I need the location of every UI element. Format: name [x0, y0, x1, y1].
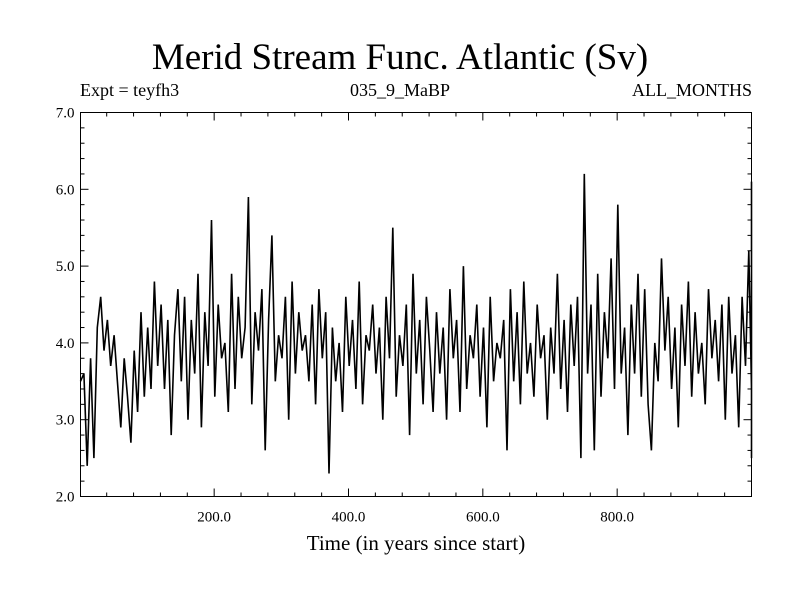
- y-tick-label: 4.0: [56, 336, 75, 352]
- period-label: 035_9_MaBP: [349, 80, 450, 100]
- series-layer: [79, 173, 753, 474]
- chart-title: Merid Stream Func. Atlantic (Sv): [151, 37, 649, 78]
- x-tick-label: 600.0: [466, 510, 500, 526]
- y-tick-label: 7.0: [56, 106, 75, 122]
- y-tick-label: 6.0: [56, 182, 75, 198]
- experiment-label: Expt = teyfh3: [80, 80, 180, 100]
- x-tick-label: 800.0: [600, 510, 634, 526]
- y-tick-label: 3.0: [56, 413, 75, 429]
- ticks-layer: 2.0 3.0 4.0 5.0 6.0 7.0 200.0 400.0 600.0 800.0: [56, 106, 752, 526]
- x-tick-label: 200.0: [197, 510, 231, 526]
- series-line-amoc: [79, 173, 753, 474]
- x-axis-title: Time (in years since start): [307, 531, 526, 555]
- y-tick-label: 2.0: [56, 490, 75, 506]
- plot-frame: [80, 112, 752, 497]
- x-tick-label: 400.0: [332, 510, 366, 526]
- months-label: ALL_MONTHS: [632, 80, 752, 100]
- y-tick-label: 5.0: [56, 259, 75, 275]
